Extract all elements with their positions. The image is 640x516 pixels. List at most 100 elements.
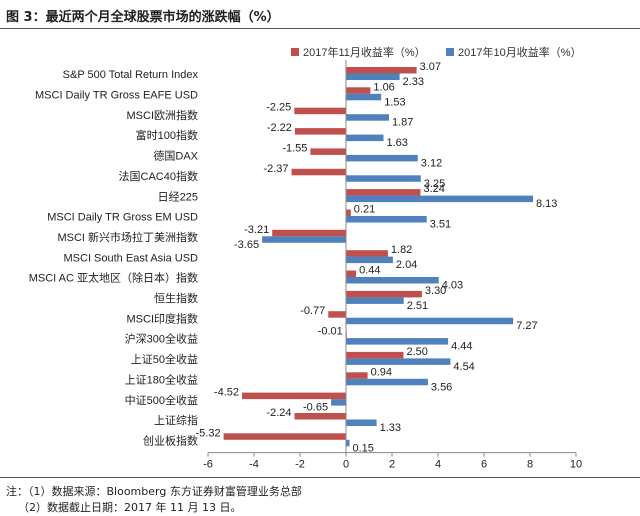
x-tick-label: 8 xyxy=(527,459,533,471)
bar-nov xyxy=(346,290,422,298)
bar-nov xyxy=(328,311,346,318)
chart-legend: 2017年11月收益率（%） 2017年10月收益率（%） xyxy=(291,45,582,59)
data-label-nov: -0.01 xyxy=(318,326,343,338)
legend-swatch-nov xyxy=(291,48,299,56)
bar-oct xyxy=(346,175,421,182)
bar-nov xyxy=(346,87,371,94)
bar-oct xyxy=(346,358,451,365)
category-label: 富时100指数 xyxy=(136,128,198,142)
category-label: 上证180全收益 xyxy=(125,372,198,386)
figure-title: 图 3：最近两个月全球股票市场的涨跌幅（%） xyxy=(6,10,280,25)
bar-nov xyxy=(346,250,388,257)
bar-nov xyxy=(223,433,346,440)
date-note: （2）数据截止日期：2017 年 11 月 13 日。 xyxy=(18,501,242,514)
data-label-nov: 3.30 xyxy=(425,285,446,297)
data-label-oct: 3.25 xyxy=(424,178,445,190)
bar-nov xyxy=(346,351,404,359)
data-label-oct: -0.65 xyxy=(303,402,328,414)
category-label: 恒生指数 xyxy=(154,291,198,305)
data-label-nov: -3.21 xyxy=(244,224,269,236)
data-label-nov: -2.24 xyxy=(266,407,291,419)
data-label-oct: 1.53 xyxy=(384,96,405,108)
data-label-oct: 4.44 xyxy=(451,341,472,353)
bar-nov xyxy=(346,67,417,74)
data-label-oct: 3.56 xyxy=(431,381,452,393)
data-label-nov: 0.44 xyxy=(359,265,380,277)
category-label: 中证500全收益 xyxy=(125,393,198,407)
bottom-rule xyxy=(0,477,640,478)
bar-oct xyxy=(346,134,384,142)
bar-nov xyxy=(291,168,346,176)
bar-oct xyxy=(346,378,428,386)
data-label-oct: -3.65 xyxy=(234,239,259,251)
category-label: 法国CAC40指数 xyxy=(119,169,198,183)
bar-oct xyxy=(346,317,514,325)
data-labels-layer: 3.07 2.33 1.06 1.53 -2.25 1.87 -2.22 1.63 -1.55 3… xyxy=(196,61,558,454)
bar-oct xyxy=(346,297,404,304)
bar-oct xyxy=(346,277,439,284)
bar-oct xyxy=(346,439,350,447)
data-label-oct: 2.04 xyxy=(396,259,417,271)
legend-label-oct: 2017年10月收益率（%） xyxy=(458,45,582,59)
bar-oct xyxy=(346,216,427,223)
bar-nov xyxy=(294,128,346,135)
data-label-oct: 4.54 xyxy=(453,361,474,373)
data-label-nov: -4.52 xyxy=(214,387,239,399)
bar-nov xyxy=(310,148,346,155)
bar-nov xyxy=(346,372,368,379)
category-label: MSCI欧洲指数 xyxy=(127,108,199,122)
category-label: 上证综指 xyxy=(154,413,198,427)
data-label-nov: -2.22 xyxy=(267,122,292,134)
data-label-oct: 2.33 xyxy=(403,76,424,88)
x-tick-label: 10 xyxy=(570,459,582,471)
category-label: 沪深300全收益 xyxy=(125,332,198,346)
bar-nov xyxy=(272,229,346,237)
data-label-oct: 1.87 xyxy=(392,117,413,129)
category-label: 德国DAX xyxy=(153,149,198,163)
category-label: 创业板指数 xyxy=(143,434,198,448)
bar-nov xyxy=(242,392,346,400)
x-tick-label: -4 xyxy=(249,459,259,471)
bar-nov xyxy=(346,270,357,277)
category-label: S&P 500 Total Return Index xyxy=(63,69,199,81)
data-label-nov: -0.77 xyxy=(300,305,325,317)
x-tick-label: 0 xyxy=(343,459,349,471)
bar-oct xyxy=(346,73,400,80)
category-label: MSCI 新兴市场拉丁美洲指数 xyxy=(57,230,198,244)
bar-oct xyxy=(346,195,533,203)
top-rule xyxy=(0,28,640,29)
category-label: 上证50全收益 xyxy=(131,352,198,366)
bar-chart: 2017年11月收益率（%） 2017年10月收益率（%） 3.07 2.33 1.… xyxy=(29,45,582,471)
data-label-nov: 2.50 xyxy=(407,346,428,358)
bar-oct xyxy=(331,399,346,406)
data-label-nov: 0.94 xyxy=(371,366,392,378)
bar-oct xyxy=(346,419,377,426)
data-label-nov: 1.06 xyxy=(373,81,394,93)
data-label-oct: 4.03 xyxy=(442,280,463,292)
data-label-nov: 0.21 xyxy=(354,204,375,216)
data-label-nov: -2.37 xyxy=(263,163,288,175)
legend-swatch-oct xyxy=(446,48,454,56)
bar-oct xyxy=(262,236,346,243)
data-label-nov: 3.24 xyxy=(424,183,445,195)
bars-layer xyxy=(223,67,533,447)
category-label: MSCI印度指数 xyxy=(127,311,199,325)
category-labels-layer: S&P 500 Total Return Index MSCI Daily TR … xyxy=(29,69,199,447)
category-label: MSCI Daily TR Gross EM USD xyxy=(47,212,198,224)
data-label-oct: 2.51 xyxy=(407,300,428,312)
category-label: 日经225 xyxy=(158,190,198,203)
data-label-nov: -5.32 xyxy=(196,427,221,439)
data-label-nov: 3.07 xyxy=(420,61,441,73)
bar-oct xyxy=(346,338,449,345)
x-tick-label: -6 xyxy=(203,459,213,471)
x-tick-label: 2 xyxy=(389,459,395,471)
data-label-oct: 7.27 xyxy=(516,320,537,332)
bar-nov xyxy=(346,189,421,196)
bar-oct xyxy=(346,93,382,101)
bar-nov xyxy=(294,413,346,420)
x-tick-label: 4 xyxy=(435,459,441,471)
data-label-nov: 1.82 xyxy=(391,244,412,256)
data-label-oct: 3.12 xyxy=(421,157,442,169)
category-label: MSCI AC 亚太地区（除日本）指数 xyxy=(29,271,198,285)
bar-oct xyxy=(346,154,418,162)
